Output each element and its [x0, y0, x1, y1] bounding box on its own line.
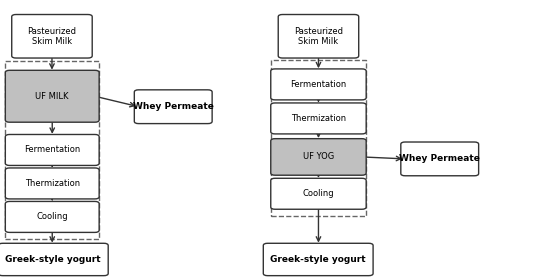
Bar [271, 60, 366, 216]
Text: Fermentation: Fermentation [24, 145, 80, 155]
FancyBboxPatch shape [271, 103, 366, 134]
FancyBboxPatch shape [5, 201, 99, 232]
Text: Pasteurized
Skim Milk: Pasteurized Skim Milk [294, 27, 343, 46]
Text: Thermization: Thermization [291, 114, 346, 123]
FancyBboxPatch shape [278, 15, 359, 58]
Text: Whey Permeate: Whey Permeate [133, 102, 214, 111]
Bar [5, 61, 99, 239]
FancyBboxPatch shape [5, 168, 99, 199]
FancyBboxPatch shape [0, 243, 108, 276]
FancyBboxPatch shape [5, 134, 99, 165]
FancyBboxPatch shape [401, 142, 479, 176]
Text: UF MILK: UF MILK [36, 92, 69, 101]
Text: Cooling: Cooling [303, 189, 334, 198]
FancyBboxPatch shape [263, 243, 373, 276]
FancyBboxPatch shape [271, 178, 366, 209]
FancyBboxPatch shape [271, 69, 366, 100]
Text: Fermentation: Fermentation [290, 80, 346, 89]
FancyBboxPatch shape [5, 70, 99, 122]
Text: Greek-style yogurt: Greek-style yogurt [270, 255, 366, 264]
Text: UF YOG: UF YOG [303, 152, 334, 162]
Text: Thermization: Thermization [25, 179, 80, 188]
Text: Whey Permeate: Whey Permeate [399, 154, 480, 163]
Text: Pasteurized
Skim Milk: Pasteurized Skim Milk [28, 27, 76, 46]
FancyBboxPatch shape [271, 139, 366, 175]
Text: Greek-style yogurt: Greek-style yogurt [5, 255, 101, 264]
FancyBboxPatch shape [134, 90, 212, 124]
FancyBboxPatch shape [12, 15, 92, 58]
Text: Cooling: Cooling [36, 212, 68, 222]
